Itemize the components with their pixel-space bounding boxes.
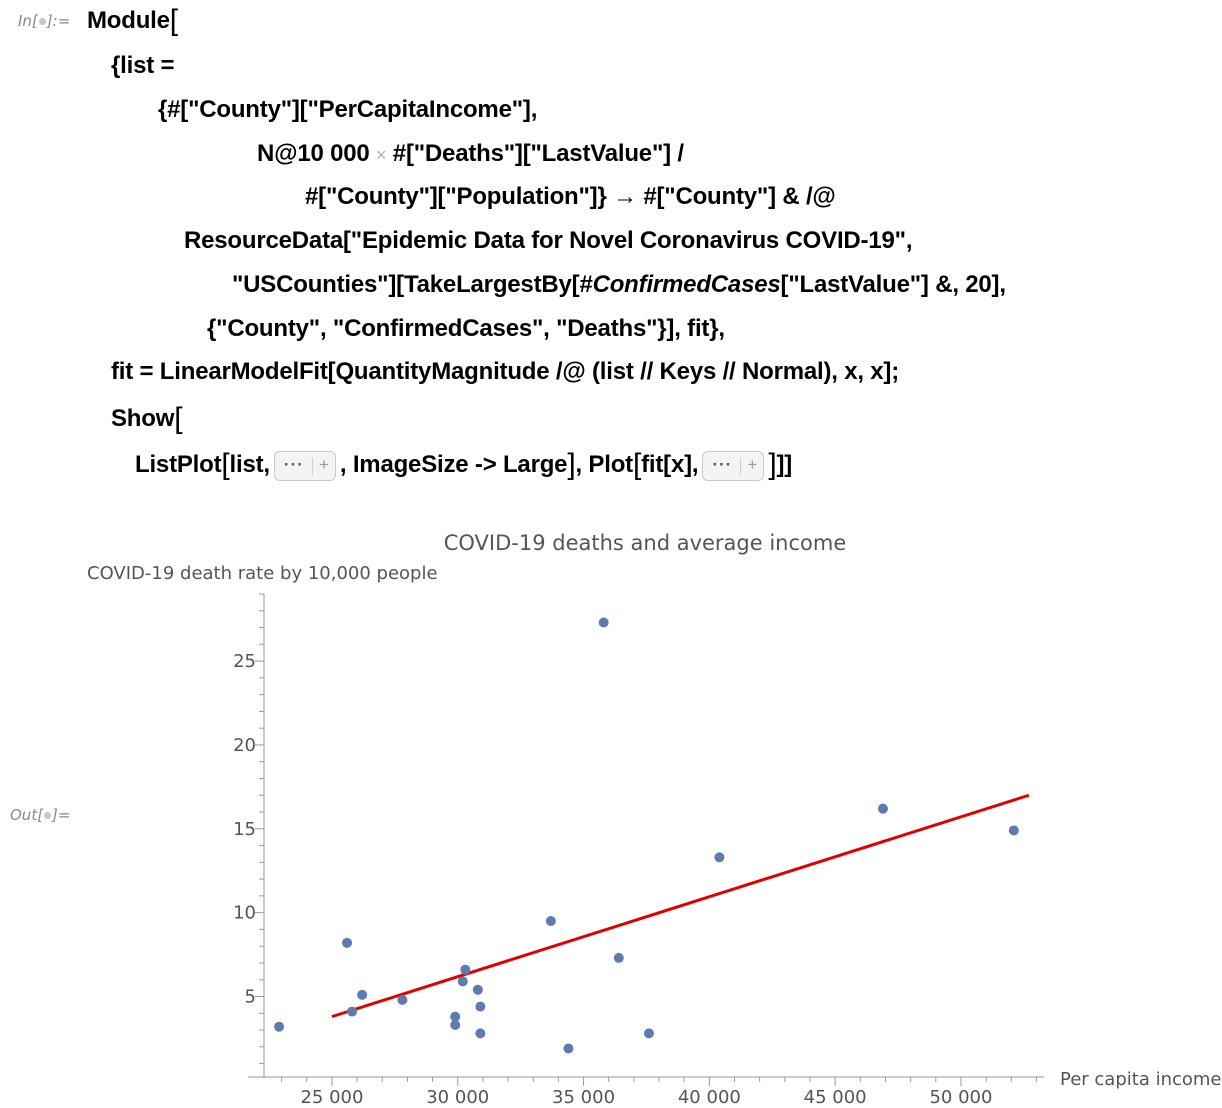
data-point [472, 984, 483, 995]
code-line-3: {#["County"]["PerCapitaIncome"], [158, 96, 538, 123]
x-tick-label: 30 000 [426, 1087, 489, 1108]
plus-icon: + [747, 454, 758, 474]
data-point [347, 1006, 358, 1017]
code-line-9: fit = LinearModelFit[QuantityMagnitude /… [111, 358, 900, 385]
y-tick-label: 5 [245, 987, 256, 1008]
data-point [545, 916, 556, 927]
x-tick-label: 35 000 [552, 1087, 615, 1108]
data-point [877, 803, 888, 814]
x-tick-label: 25 000 [300, 1087, 363, 1108]
code-line-5: #["County"]["Population"]} → #["County"]… [305, 183, 836, 210]
code-line-6: ResourceData["Epidemic Data for Novel Co… [184, 227, 913, 254]
data-point [613, 952, 624, 963]
code-line-11: ListPlot[list, ··· +, ImageSize -> Large],… [135, 448, 793, 481]
data-point [475, 1001, 486, 1012]
data-point [274, 1021, 285, 1032]
data-point [1008, 825, 1019, 836]
data-point [563, 1043, 574, 1054]
y-tick-label: 10 [233, 903, 256, 924]
input-cell[interactable]: Module[ {list = {#["County"]["PerCapitaI… [0, 0, 1222, 500]
y-tick-label: 15 [233, 819, 256, 840]
plus-icon: + [318, 454, 329, 474]
fit-line [331, 793, 1030, 1019]
collapsed-options-button[interactable]: ··· + [273, 450, 336, 481]
data-point [342, 937, 353, 948]
data-point [450, 1011, 461, 1022]
y-axis-label: COVID-19 death rate by 10,000 people [87, 563, 438, 584]
chart-title: COVID-19 deaths and average income [444, 531, 847, 555]
ellipsis-icon: ··· [283, 454, 304, 474]
code-line-4: N@10 000 × #["Deaths"]["LastValue"] / [257, 140, 684, 167]
x-tick-label: 50 000 [929, 1087, 992, 1108]
input-label: In[]:= [18, 12, 71, 30]
data-point [460, 964, 471, 975]
x-tick-label: 45 000 [804, 1087, 867, 1108]
output-label: Out[]= [10, 806, 71, 824]
collapsed-options-button[interactable]: ··· + [702, 450, 765, 481]
data-point [450, 1020, 461, 1031]
code-line-10: Show[ [111, 402, 183, 435]
data-point [475, 1028, 486, 1039]
data-point [714, 852, 725, 863]
times-icon: × [376, 145, 387, 165]
code-line-1: Module[ [87, 4, 178, 37]
x-axis-label: Per capita income [1060, 1069, 1222, 1090]
y-tick-label: 20 [233, 735, 256, 756]
cell-bullet-icon [44, 812, 52, 819]
cell-bullet-icon [38, 18, 46, 25]
data-point [357, 989, 368, 1000]
data-point [598, 617, 609, 628]
code-line-7: "USCounties"][TakeLargestBy[#ConfirmedCa… [232, 271, 1006, 298]
x-tick-label: 40 000 [678, 1087, 741, 1108]
data-point [397, 994, 408, 1005]
scatter-chart[interactable]: COVID-19 deaths and average income COVID… [0, 508, 1222, 1108]
y-tick-label: 25 [233, 651, 256, 672]
code-line-8: {"County", "ConfirmedCases", "Deaths"}],… [207, 315, 725, 342]
data-point [643, 1028, 654, 1039]
code-line-2: {list = [111, 52, 175, 79]
data-point [457, 976, 468, 987]
ellipsis-icon: ··· [712, 454, 733, 474]
